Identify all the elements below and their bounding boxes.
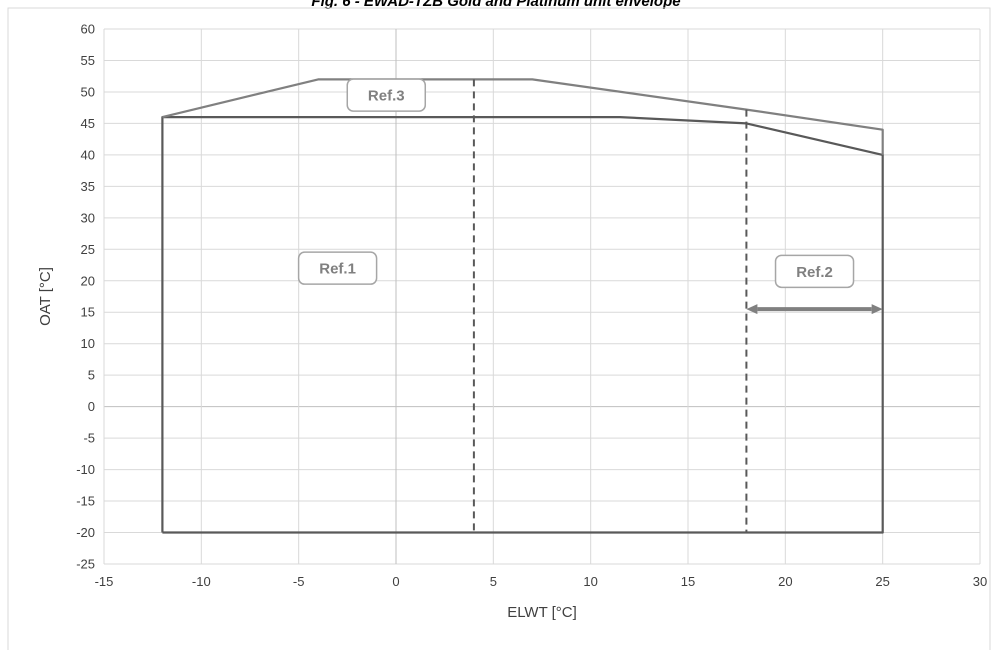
envelope-line-2 bbox=[162, 78, 884, 155]
grid bbox=[103, 28, 981, 565]
series bbox=[161, 78, 884, 534]
y-tick-label: 10 bbox=[81, 336, 95, 351]
y-tick-label: 30 bbox=[81, 210, 95, 225]
x-tick-label: 25 bbox=[875, 574, 889, 589]
y-tick-label: 20 bbox=[81, 273, 95, 288]
ref-label: Ref.1 bbox=[319, 261, 356, 278]
x-tick-label: 10 bbox=[583, 574, 597, 589]
y-tick-label: -15 bbox=[76, 494, 95, 509]
y-tick-label: 40 bbox=[81, 147, 95, 162]
ref-label-box bbox=[297, 251, 378, 285]
x-axis-label: ELWT [°C] bbox=[507, 604, 577, 621]
x-tick-label: 5 bbox=[490, 574, 497, 589]
range-arrow-right-head bbox=[871, 304, 883, 315]
ref-label-box bbox=[774, 254, 855, 289]
y-tick-label: -5 bbox=[83, 431, 95, 446]
x-tick-label: -15 bbox=[95, 574, 114, 589]
y-tick-label: -20 bbox=[76, 525, 95, 540]
y-tick-label: -25 bbox=[76, 557, 95, 572]
x-tick-label: 15 bbox=[681, 574, 695, 589]
tick-labels: -25-20-15-10-5051015202530354045505560-1… bbox=[76, 22, 987, 590]
y-tick-label: 50 bbox=[81, 84, 95, 99]
x-tick-label: 20 bbox=[778, 574, 792, 589]
y-axis-label: OAT [°C] bbox=[37, 267, 54, 326]
x-tick-label: -5 bbox=[293, 574, 305, 589]
x-tick-label: -10 bbox=[192, 574, 211, 589]
y-tick-label: 15 bbox=[81, 305, 95, 320]
y-tick-label: 60 bbox=[81, 22, 95, 37]
y-tick-label: 55 bbox=[81, 53, 95, 68]
annotations: Ref.1 Ref.2 Ref.3 bbox=[297, 78, 855, 289]
y-tick-label: 25 bbox=[81, 242, 95, 257]
y-tick-label: 35 bbox=[81, 179, 95, 194]
x-tick-label: 30 bbox=[973, 574, 987, 589]
x-tick-label: 0 bbox=[392, 574, 399, 589]
ref-label-box bbox=[346, 78, 427, 112]
range-arrow-left-head bbox=[746, 304, 758, 315]
ref-label: Ref.3 bbox=[368, 88, 405, 105]
ref-label: Ref.2 bbox=[796, 264, 833, 281]
envelope-line-1 bbox=[161, 115, 884, 534]
y-tick-label: 5 bbox=[88, 368, 95, 383]
y-tick-label: -10 bbox=[76, 462, 95, 477]
y-tick-label: 45 bbox=[81, 116, 95, 131]
y-tick-label: 0 bbox=[88, 399, 95, 414]
chart-frame bbox=[7, 7, 991, 650]
chart-title: Fig. 6 - EWAD-TZB Gold and Platinum unit… bbox=[311, 0, 681, 10]
